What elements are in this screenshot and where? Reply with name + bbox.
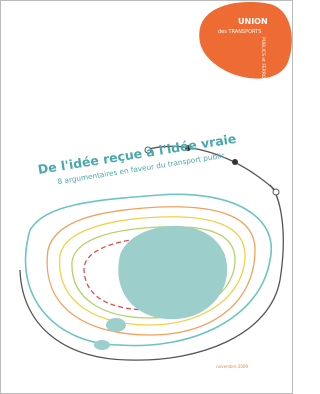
cover: UNION des TRANSPORTS PUBLICS et FERROVIA… xyxy=(0,0,293,394)
small-blob xyxy=(106,318,126,332)
small-blob xyxy=(94,340,110,350)
center-blob xyxy=(118,226,227,319)
logo-name: UNION xyxy=(238,17,268,26)
date: novembre 2009 xyxy=(216,364,248,369)
stop xyxy=(232,159,238,165)
logo-line: PUBLICS et FERROVIAIRES xyxy=(260,37,266,96)
logo-line: des TRANSPORTS xyxy=(218,29,261,35)
stop xyxy=(273,189,279,195)
